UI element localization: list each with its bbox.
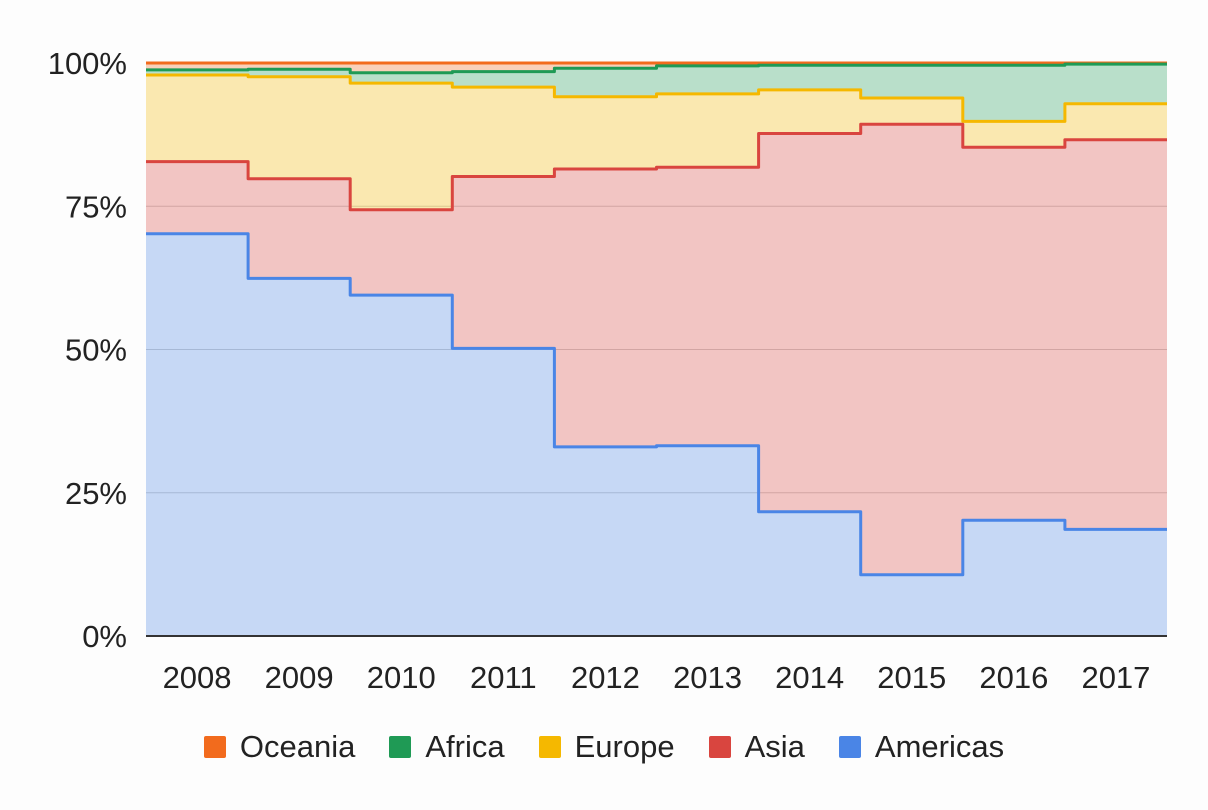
- x-tick-label-2013: 2013: [673, 660, 742, 695]
- legend-swatch-asia: [708, 736, 731, 758]
- y-tick-label-1: 25%: [65, 476, 127, 511]
- y-tick-label-4: 100%: [48, 46, 127, 81]
- area-asia: [146, 124, 1167, 575]
- x-tick-label-2016: 2016: [979, 660, 1048, 695]
- chart-plot: 0% 25% 50% 75% 100% 2008 2009 2010 2011 2012 2013…: [48, 46, 1167, 695]
- y-tick-label-0: 0%: [82, 619, 127, 654]
- legend-label-africa: Africa: [425, 729, 505, 764]
- x-tick-label-2012: 2012: [571, 660, 640, 695]
- legend-label-europe: Europe: [574, 729, 675, 764]
- x-tick-label-2017: 2017: [1081, 660, 1150, 695]
- line-asia: [146, 122, 1167, 212]
- legend-item-africa[interactable]: Africa: [389, 729, 505, 765]
- legend-item-oceania[interactable]: Oceania: [203, 729, 356, 765]
- legend-label-oceania: Oceania: [239, 729, 356, 764]
- legend-swatch-oceania: [203, 736, 226, 758]
- legend-item-europe[interactable]: Europe: [538, 729, 675, 765]
- legend-item-americas[interactable]: Americas: [838, 729, 1005, 765]
- line-americas: [146, 232, 1167, 577]
- x-tick-label-2015: 2015: [877, 660, 946, 695]
- area-europe: [146, 75, 1167, 210]
- legend: Oceania Africa Europe Asia Americas: [0, 722, 1208, 772]
- legend-swatch-africa: [389, 736, 412, 758]
- stacked-areas: [146, 63, 1167, 637]
- line-africa: [146, 62, 1167, 75]
- legend-item-asia[interactable]: Asia: [708, 729, 805, 765]
- area-americas: [146, 233, 1167, 637]
- x-tick-label-2010: 2010: [367, 660, 436, 695]
- x-axis-ticks: 2008 2009 2010 2011 2012 2013 2014 2015 2016 2017: [163, 660, 1151, 695]
- x-tick-label-2008: 2008: [163, 660, 232, 695]
- series-lines: [146, 61, 1167, 577]
- y-tick-label-2: 50%: [65, 333, 127, 368]
- legend-label-asia: Asia: [744, 729, 805, 764]
- y-axis-ticks: 0% 25% 50% 75% 100%: [48, 46, 127, 654]
- legend-swatch-americas: [838, 736, 861, 758]
- x-tick-label-2014: 2014: [775, 660, 844, 695]
- legend-label-americas: Americas: [874, 729, 1005, 764]
- line-europe: [146, 73, 1167, 123]
- x-tick-label-2009: 2009: [265, 660, 334, 695]
- x-tick-label-2011: 2011: [470, 660, 537, 695]
- legend-swatch-europe: [538, 736, 561, 758]
- y-tick-label-3: 75%: [65, 189, 127, 224]
